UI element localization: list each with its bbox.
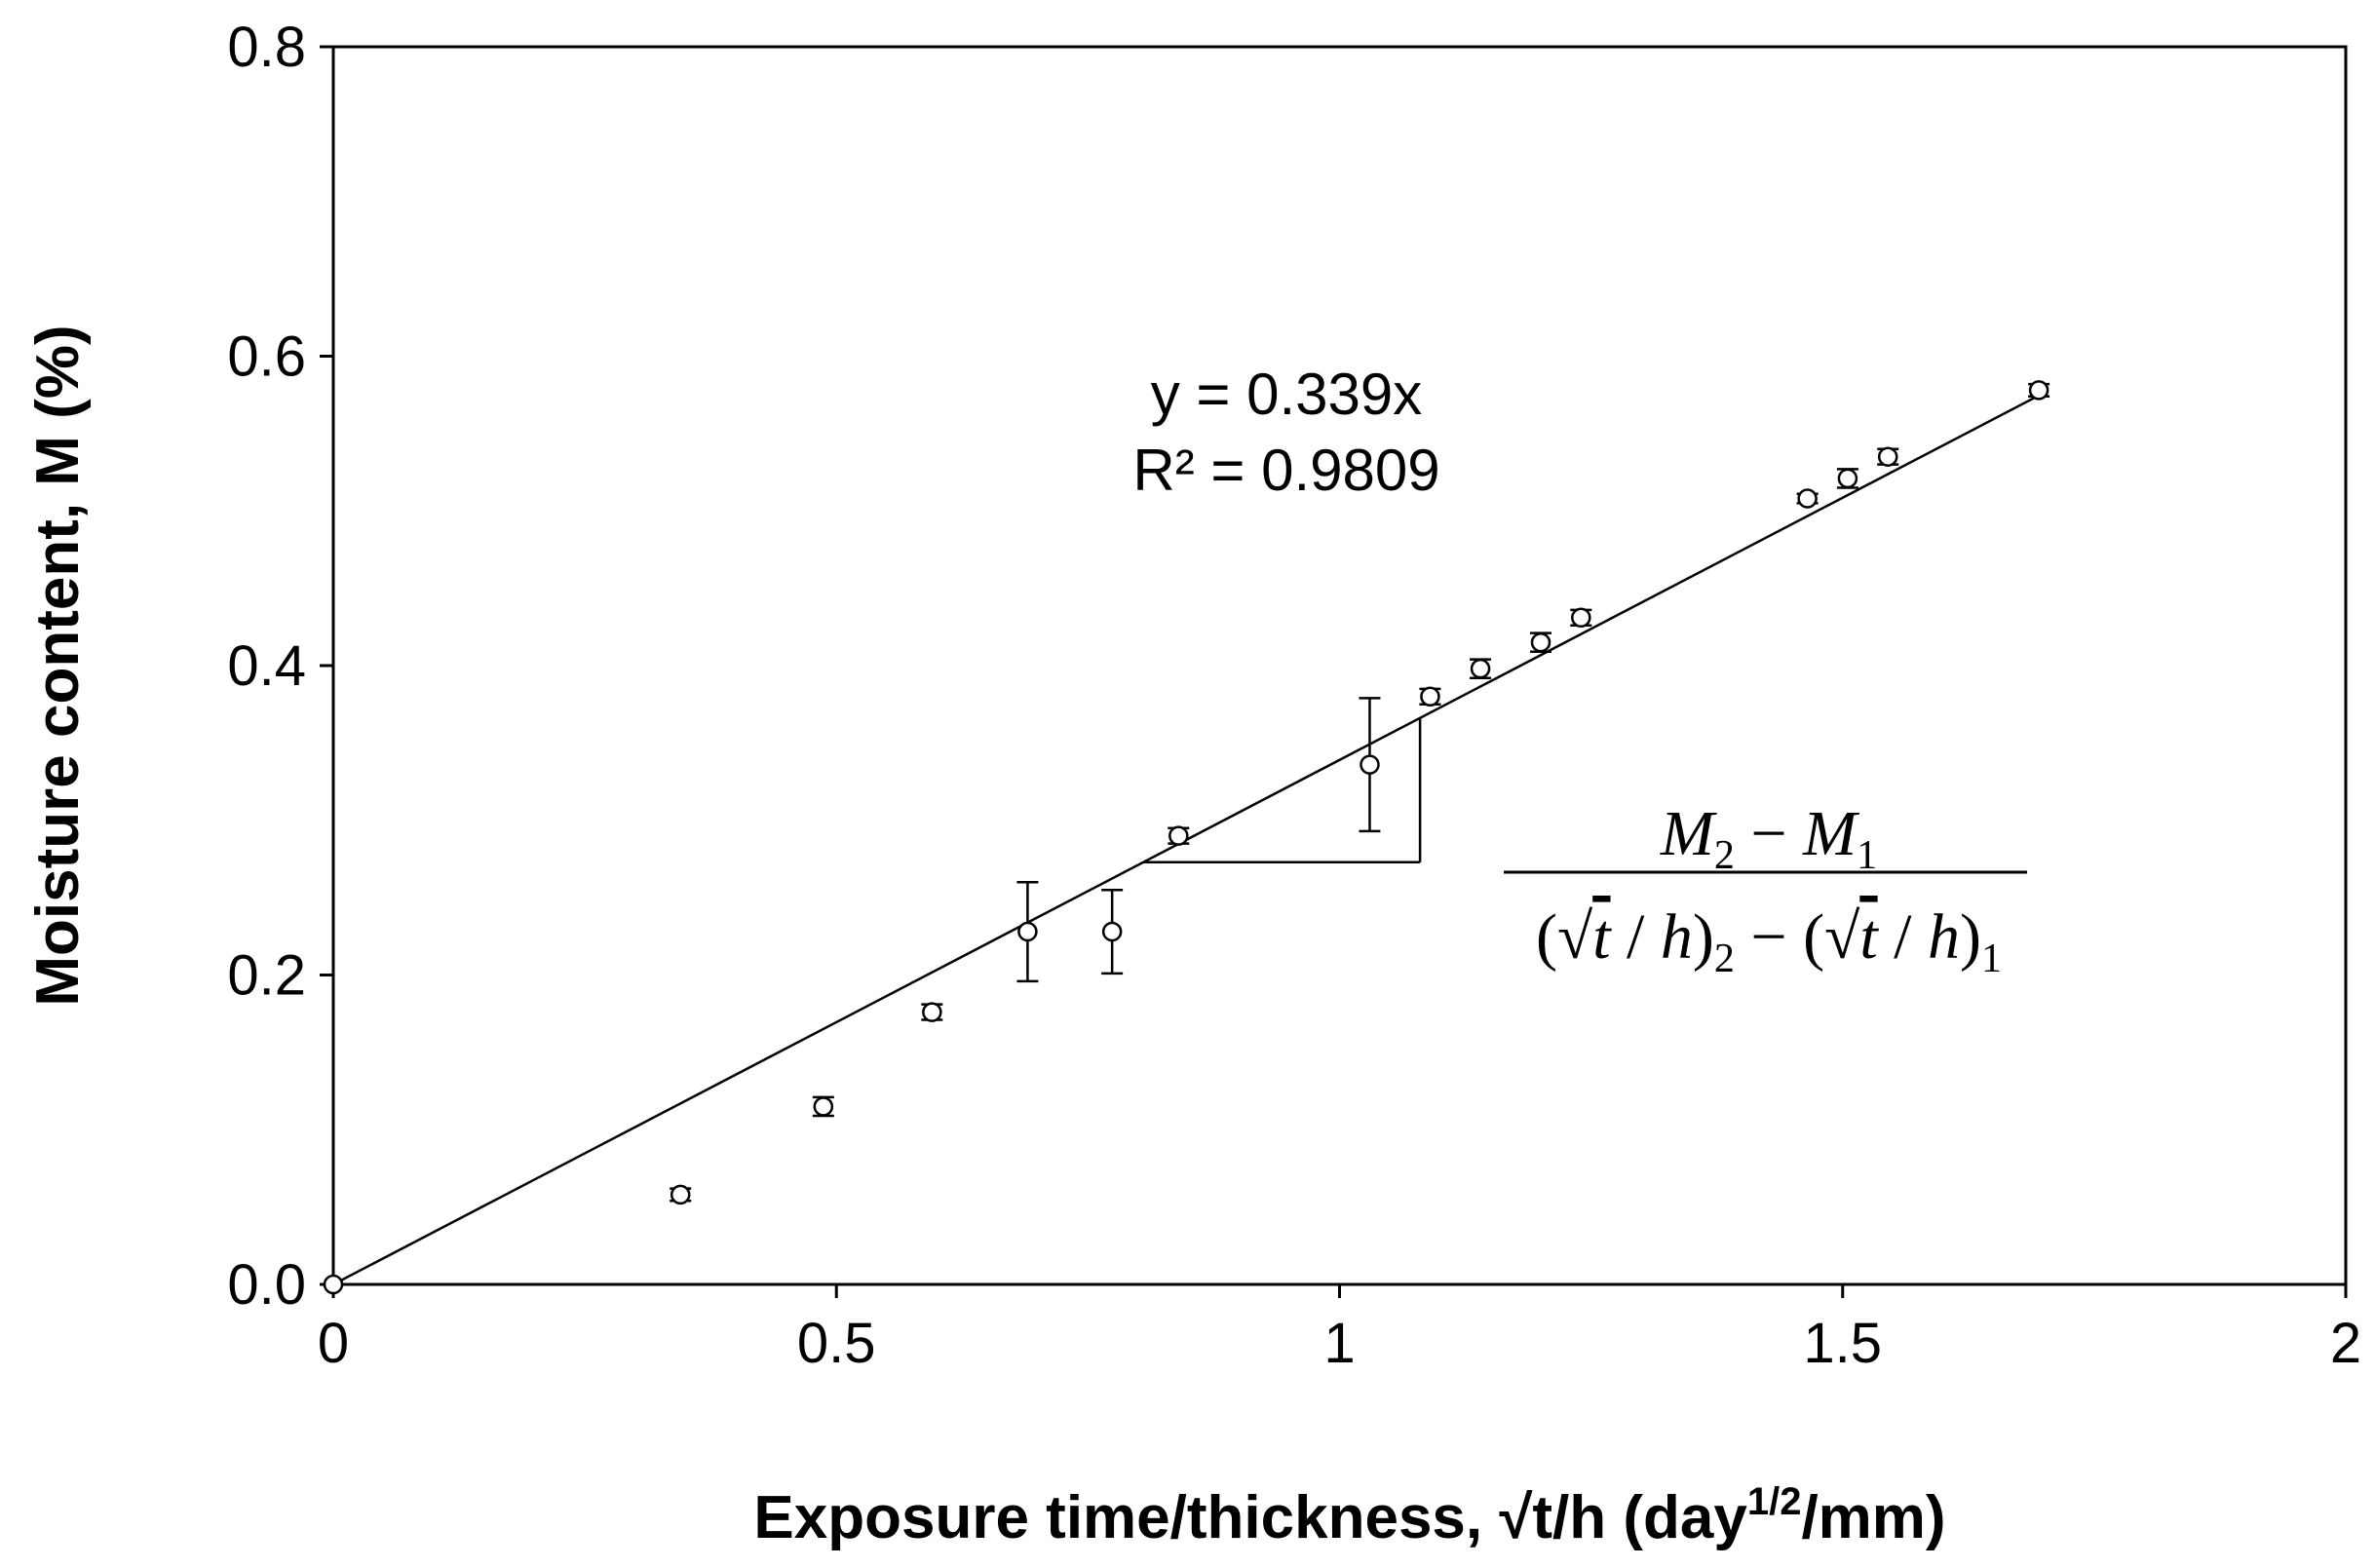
axis-ticks <box>320 45 2348 1298</box>
trendline-layer <box>332 392 2045 1286</box>
slope-formula: M2 − M1 (√t / h)2 − (√t / h)1 <box>1504 798 2027 981</box>
data-point <box>1530 631 1551 653</box>
data-point <box>1360 754 1380 775</box>
data-point <box>1101 921 1123 942</box>
y-tick-label: 0.8 <box>227 16 306 79</box>
plot-frame <box>331 45 2348 1286</box>
data-point <box>1571 607 1591 629</box>
y-tick-label: 0.0 <box>227 1253 306 1317</box>
data-point <box>2028 380 2049 401</box>
x-tick-label: 1 <box>1323 1312 1355 1375</box>
axis-tick-labels: 0 0.5 1 1.5 2 0.0 0.2 0.4 0.6 0.8 <box>227 16 2361 1375</box>
x-tick-label: 2 <box>2330 1312 2361 1375</box>
data-markers <box>323 380 2049 1295</box>
data-point <box>323 1274 344 1295</box>
trendline <box>332 392 2045 1286</box>
y-axis-title: Moisture content, M (%) <box>24 325 92 1006</box>
x-axis-title: Exposure time/thickness, √t/h (day1/2/mm… <box>753 1480 1945 1551</box>
error-bars <box>670 382 2050 1203</box>
x-tick-label: 0.5 <box>797 1312 876 1375</box>
x-tick-label: 0 <box>318 1312 349 1375</box>
x-axis-title-superscript: 1/2 <box>1747 1480 1802 1523</box>
formula-denominator: (√t / h)2 − (√t / h)1 <box>1536 901 2002 981</box>
data-point <box>1797 488 1818 509</box>
data-point <box>670 1184 691 1205</box>
y-tick-label: 0.4 <box>227 634 306 698</box>
trend-equation: y = 0.339x <box>1151 362 1423 427</box>
formula-numerator: M2 − M1 <box>1660 798 1877 878</box>
trend-r-squared: R² = 0.9809 <box>1132 438 1439 503</box>
slope-triangle-layer <box>1143 717 1422 864</box>
x-tick-label: 1.5 <box>1803 1312 1882 1375</box>
data-point <box>1017 921 1038 942</box>
data-point <box>1420 686 1440 707</box>
y-tick-label: 0.2 <box>227 944 306 1008</box>
data-point <box>1877 446 1898 467</box>
x-axis-title-tail: /mm) <box>1801 1484 1945 1551</box>
data-point <box>1837 468 1858 489</box>
data-point <box>1168 825 1189 846</box>
y-tick-label: 0.6 <box>227 325 306 389</box>
data-point <box>813 1096 834 1117</box>
data-point <box>1470 658 1491 679</box>
data-point <box>922 1002 942 1022</box>
